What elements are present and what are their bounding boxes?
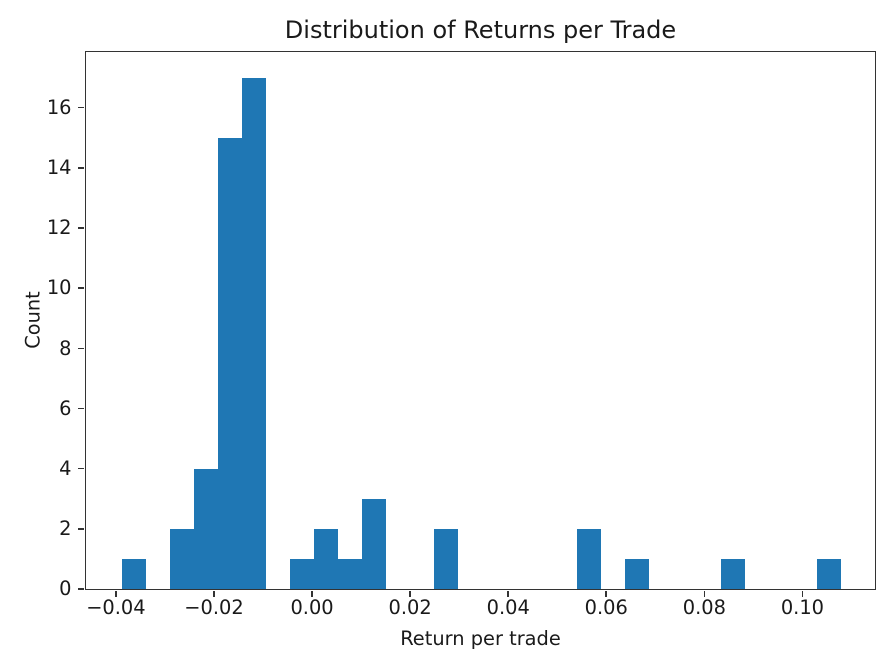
x-tick-label: 0.02	[388, 596, 432, 619]
x-tick-mark	[213, 590, 215, 598]
histogram-bar	[720, 558, 745, 589]
y-tick-label: 14	[46, 156, 72, 180]
histogram-bar	[122, 558, 147, 589]
x-tick-label: 0.04	[486, 596, 530, 619]
y-axis-label: Count	[21, 291, 45, 349]
x-tick-mark	[703, 590, 706, 598]
y-tick-mark	[77, 407, 85, 410]
chart-title: Distribution of Returns per Trade	[284, 16, 677, 44]
y-tick-label: 12	[46, 216, 72, 240]
x-tick-mark	[605, 590, 608, 598]
x-tick-label: 0.06	[584, 596, 628, 619]
histogram-bar	[313, 528, 338, 589]
y-tick-label: 6	[59, 396, 72, 420]
x-tick-label: −0.02	[184, 596, 244, 619]
y-tick-mark	[77, 287, 85, 289]
x-tick-mark	[115, 590, 117, 598]
x-tick-label: −0.04	[86, 596, 146, 619]
histogram-bar	[242, 77, 266, 589]
y-tick-label: 2	[59, 517, 72, 541]
histogram-bar	[361, 498, 386, 589]
y-tick-mark	[77, 227, 85, 229]
histogram-bar	[170, 528, 195, 589]
histogram-bar	[194, 468, 219, 589]
histogram-bar	[816, 558, 841, 589]
y-tick-label: 0	[59, 577, 72, 601]
y-tick-mark	[77, 528, 85, 530]
x-tick-label: 0.00	[290, 596, 334, 619]
histogram-bar	[337, 558, 362, 589]
y-tick-mark	[77, 347, 85, 350]
x-tick-mark	[801, 590, 804, 598]
y-tick-mark	[77, 106, 85, 109]
y-tick-mark	[77, 467, 85, 470]
y-tick-mark	[77, 167, 85, 169]
x-tick-label: 0.08	[682, 596, 726, 619]
y-tick-label: 10	[46, 276, 72, 300]
plot-area	[85, 51, 876, 590]
histogram-bar	[577, 528, 602, 589]
x-tick-mark	[507, 590, 509, 598]
x-tick-mark	[311, 590, 313, 598]
y-tick-label: 16	[46, 95, 72, 119]
histogram-bar	[289, 558, 314, 589]
histogram-bar	[625, 558, 650, 589]
y-tick-label: 4	[59, 456, 72, 480]
histogram-bar	[218, 137, 242, 589]
histogram-bar	[433, 528, 458, 589]
y-tick-label: 8	[59, 336, 72, 360]
y-tick-mark	[77, 588, 85, 590]
x-tick-label: 0.10	[780, 596, 825, 619]
x-tick-mark	[409, 590, 411, 598]
x-axis-label: Return per trade	[400, 627, 561, 650]
